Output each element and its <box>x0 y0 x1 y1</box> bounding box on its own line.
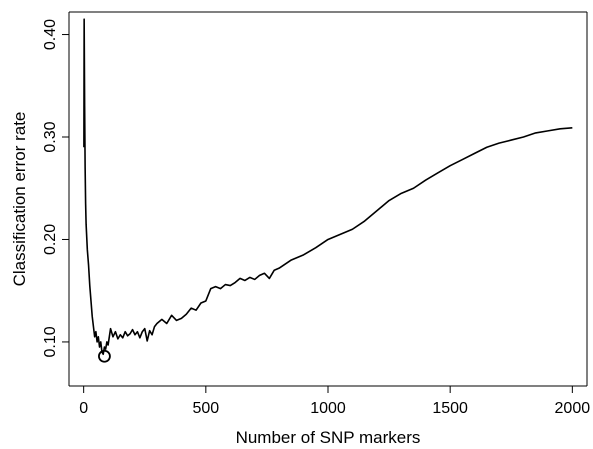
y-tick-label: 0.20 <box>42 224 59 255</box>
x-tick-label: 500 <box>192 400 219 417</box>
error-rate-line <box>84 19 572 354</box>
y-tick-label: 0.30 <box>42 121 59 152</box>
x-axis-title: Number of SNP markers <box>236 428 421 447</box>
x-axis-ticks: 0 500 1000 1500 2000 <box>79 386 590 417</box>
y-tick-label: 0.10 <box>42 326 59 357</box>
x-tick-label: 1500 <box>432 400 468 417</box>
minimum-error-marker <box>99 351 110 362</box>
plot-area: 0 500 1000 1500 2000 0.10 0.20 0.30 0.40 <box>42 12 590 417</box>
y-axis-ticks: 0.10 0.20 0.30 0.40 <box>42 19 69 358</box>
x-tick-label: 0 <box>79 400 88 417</box>
y-axis-title: Classification error rate <box>10 112 29 287</box>
x-tick-label: 2000 <box>555 400 591 417</box>
x-tick-label: 1000 <box>310 400 346 417</box>
y-tick-label: 0.40 <box>42 19 59 50</box>
